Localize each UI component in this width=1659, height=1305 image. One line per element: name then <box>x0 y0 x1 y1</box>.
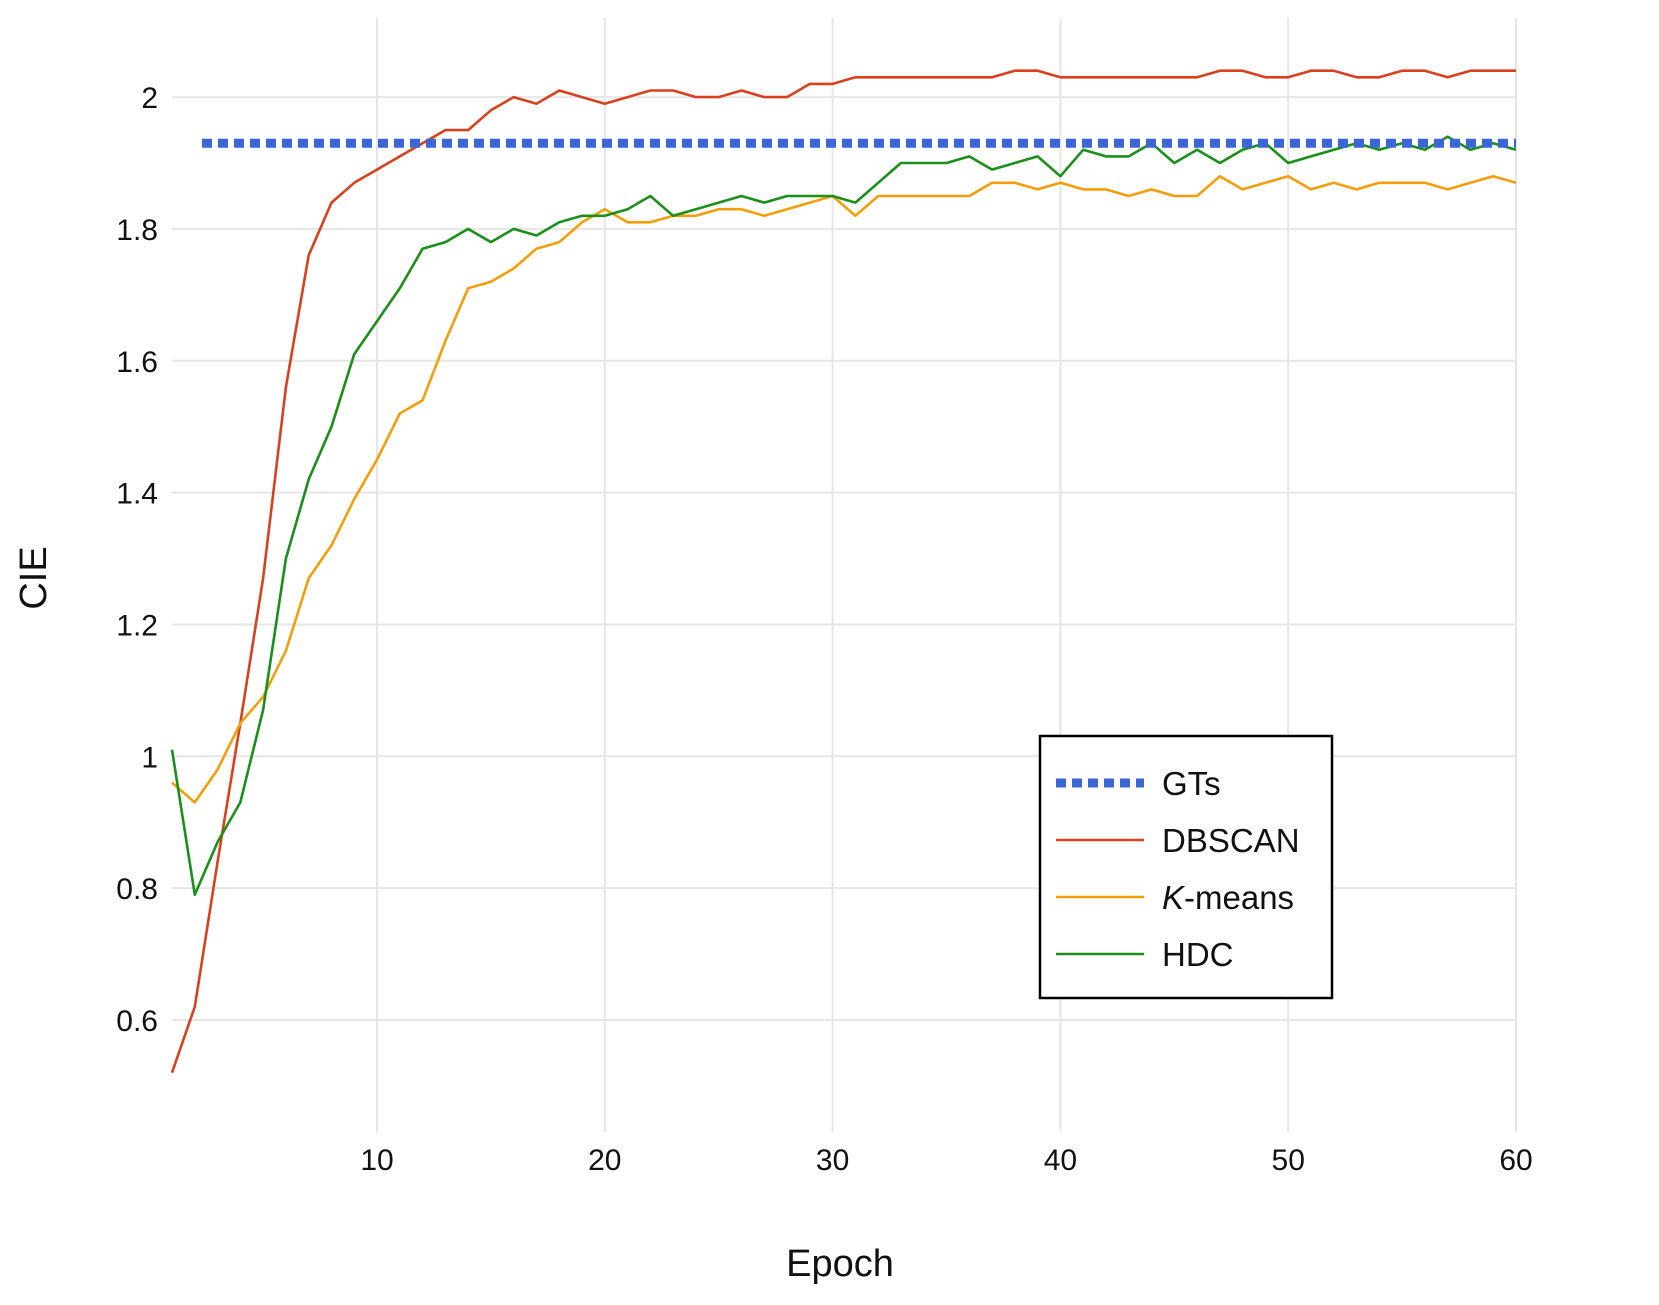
legend-label-hdc: HDC <box>1162 936 1234 973</box>
legend-label-dbscan: DBSCAN <box>1162 822 1300 859</box>
x-tick-label: 10 <box>360 1144 393 1177</box>
legend-label-gts: GTs <box>1162 765 1221 802</box>
y-tick-label: 1.8 <box>116 214 158 247</box>
legend: GTs DBSCAN K-means HDC <box>1038 734 1334 1000</box>
legend-label-italic-part: K <box>1162 879 1186 916</box>
y-tick-labels: 0.6 0.8 1 1.2 1.4 1.6 1.8 2 <box>116 82 158 1038</box>
legend-label-text: -means <box>1184 879 1294 916</box>
y-tick-label: 0.6 <box>116 1005 158 1038</box>
series-line-hdc <box>170 135 1517 897</box>
y-axis-title: CIE <box>13 546 55 609</box>
y-tick-label: 1.6 <box>116 346 158 379</box>
y-tick-label: 1.4 <box>116 478 158 511</box>
x-tick-label: 30 <box>816 1144 849 1177</box>
series-lines <box>170 69 1517 1074</box>
x-tick-label: 60 <box>1499 1144 1532 1177</box>
legend-label-k-means: K-means <box>1162 879 1294 916</box>
series-line-k-means <box>171 174 1517 804</box>
x-tick-label: 20 <box>588 1144 621 1177</box>
legend-label-text: DBSCAN <box>1162 822 1300 859</box>
legend-label-text: HDC <box>1162 936 1234 973</box>
x-tick-label: 50 <box>1272 1144 1305 1177</box>
y-tick-label: 0.8 <box>116 873 158 906</box>
y-tick-label: 1 <box>141 741 158 774</box>
x-tick-label: 40 <box>1044 1144 1077 1177</box>
y-tick-label: 1.2 <box>116 609 158 642</box>
x-tick-labels: 10 20 30 40 50 60 <box>360 1144 1532 1177</box>
legend-label-text: GTs <box>1162 765 1221 802</box>
y-tick-label: 2 <box>141 82 158 115</box>
series-line-dbscan <box>170 69 1516 1074</box>
x-axis-title: Epoch <box>786 1243 894 1285</box>
